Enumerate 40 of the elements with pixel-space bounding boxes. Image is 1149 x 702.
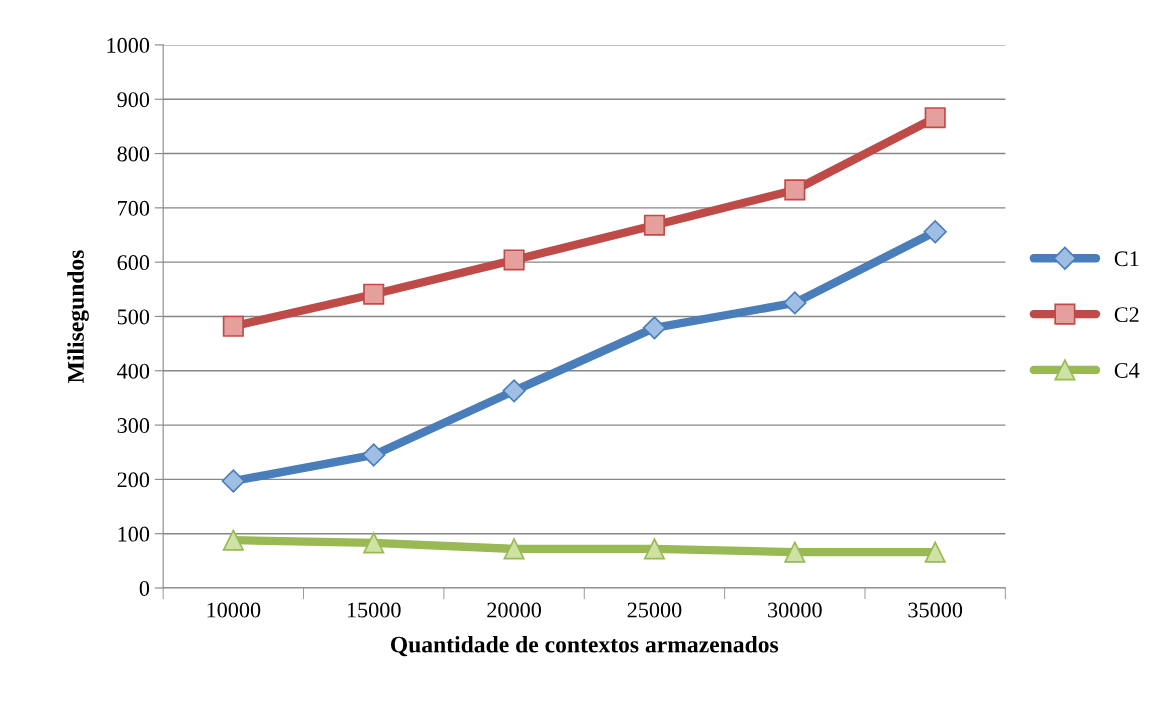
y-tick-label: 0 [139,580,150,596]
point [363,283,385,305]
point [221,469,245,493]
y-tick-label: 700 [118,200,150,216]
x-axis-title: Quantidade de contextos armazenados [390,635,779,657]
point [503,538,525,560]
point [503,249,525,271]
point [924,107,946,129]
x-tick-label: 10000 [207,602,261,618]
legend-label: C2 [1114,307,1139,323]
legend-label: C4 [1114,363,1140,378]
y-tick-label: 400 [117,363,150,379]
y-tick-label: 600 [117,255,150,271]
point [784,179,806,201]
y-tick-label: 1000 [107,37,150,53]
point [222,529,244,551]
point [363,532,385,554]
y-tick-label: 100 [118,526,150,542]
point [643,538,666,560]
y-tick-label: 200 [117,472,150,488]
point [362,443,386,467]
y-tick-label: 900 [117,92,150,108]
point [923,220,947,244]
y-tick-label: 800 [117,146,150,162]
point [642,316,667,340]
y-tick-label: 500 [117,309,150,325]
x-tick-label: 35000 [908,602,963,618]
point [783,291,807,315]
x-tick-label: 25000 [627,602,682,618]
x-tick-label: 15000 [347,602,401,618]
point [502,379,526,403]
y-tick-label: 300 [117,418,150,433]
x-tick-label: 20000 [487,602,542,618]
legend-label: C1 [1114,251,1139,267]
point [222,315,244,337]
point [643,214,666,236]
y-axis-title: Milisegundos [67,250,89,383]
point [784,541,806,563]
point [924,541,946,563]
x-tick-label: 30000 [768,602,822,618]
